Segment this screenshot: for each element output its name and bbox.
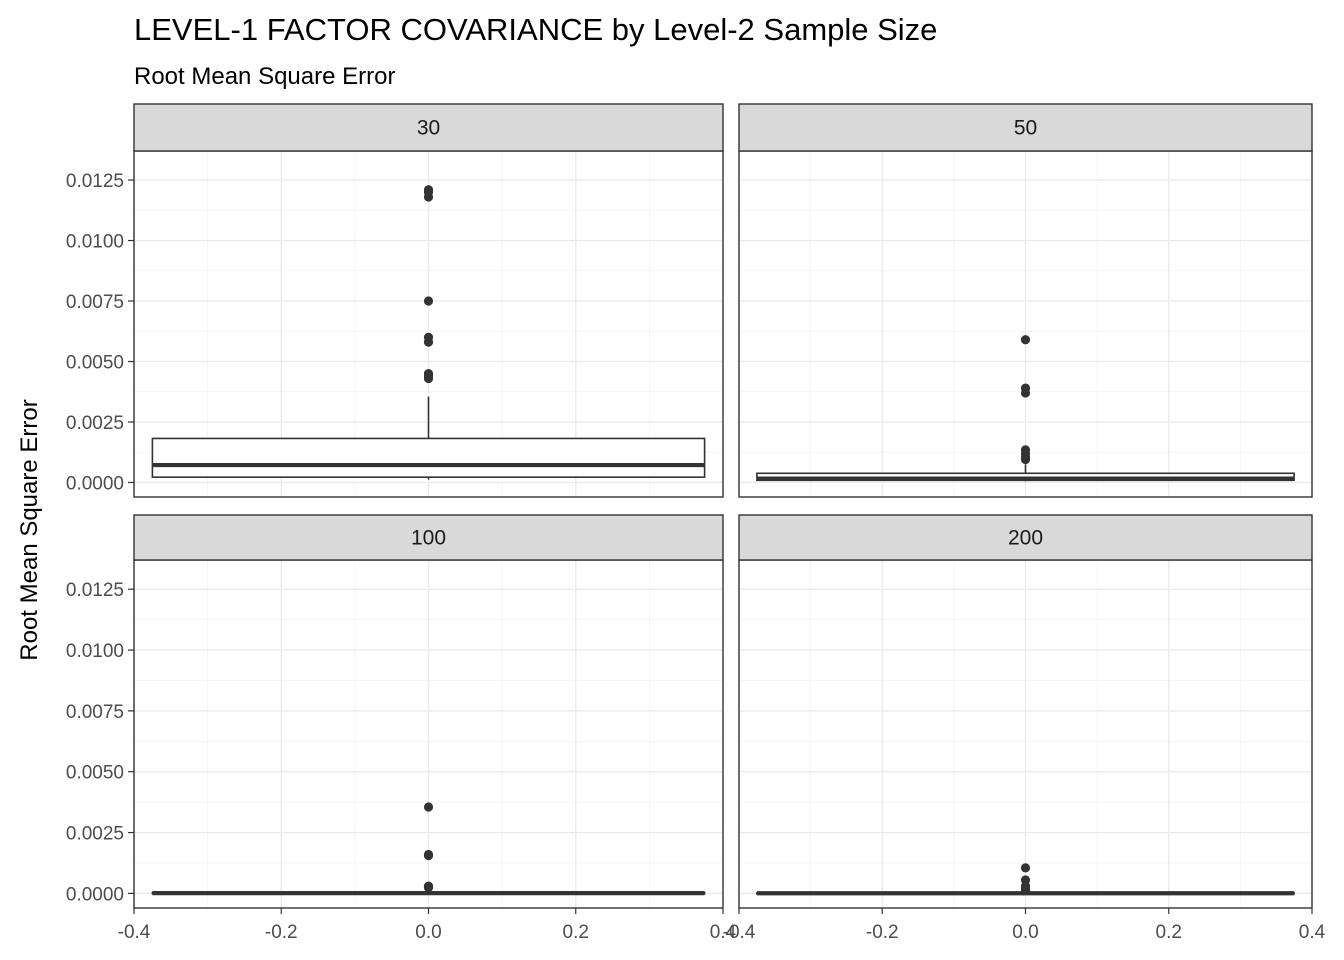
panel-50: 50 <box>739 104 1312 497</box>
x-tick-label: 0.2 <box>563 922 589 943</box>
chart-subtitle: Root Mean Square Error <box>134 63 395 90</box>
box-iqr <box>152 438 704 477</box>
y-tick-label: 0.0000 <box>66 884 124 905</box>
outlier-point <box>424 802 433 811</box>
y-tick-label: 0.0075 <box>66 292 124 313</box>
x-tick-label: 0.4 <box>1299 922 1326 943</box>
facet-strip-label: 100 <box>411 527 446 550</box>
panel-100: 100 0.0000 0.0025 0.0050 0.0075 0.0100 0.0125 -… <box>66 515 737 943</box>
y-tick-label: 0.0100 <box>66 641 124 662</box>
y-axis-label: Root Mean Square Error <box>16 399 43 660</box>
y-tick-label: 0.0125 <box>66 171 124 192</box>
outlier-point <box>424 192 433 201</box>
outlier-point <box>1021 863 1030 872</box>
y-tick-label: 0.0075 <box>66 702 124 723</box>
x-tick-label: -0.2 <box>265 922 298 943</box>
x-tick-label: -0.4 <box>723 922 756 943</box>
x-tick-label: 0.2 <box>1156 922 1182 943</box>
outlier-point <box>424 883 433 892</box>
outlier-point <box>424 374 433 383</box>
x-tick-label: -0.4 <box>118 922 151 943</box>
y-tick-label: 0.0125 <box>66 580 124 601</box>
x-tick-label: 0.0 <box>1012 922 1038 943</box>
y-tick-label: 0.0025 <box>66 413 124 434</box>
outlier-point <box>1021 455 1030 464</box>
y-tick-label: 0.0025 <box>66 824 124 845</box>
facet-strip-label: 30 <box>417 117 440 140</box>
panel-30: 30 0.0000 0.0025 0.0050 0.0075 0.0100 0.0125 <box>66 104 723 497</box>
outlier-point <box>1021 886 1030 895</box>
y-tick-label: 0.0100 <box>66 232 124 253</box>
y-tick-label: 0.0000 <box>66 473 124 494</box>
y-tick-label: 0.0050 <box>66 763 124 784</box>
x-tick-label: -0.2 <box>866 922 899 943</box>
facet-strip-label: 200 <box>1008 527 1043 550</box>
outlier-point <box>424 851 433 860</box>
y-tick-label: 0.0050 <box>66 353 124 374</box>
chart-title: LEVEL-1 FACTOR COVARIANCE by Level-2 Sam… <box>134 12 937 47</box>
outlier-point <box>1021 388 1030 397</box>
outlier-point <box>424 338 433 347</box>
x-tick-label: 0.0 <box>415 922 441 943</box>
facet-panels: 300.00000.00250.00500.00750.01000.012550… <box>66 104 1326 943</box>
facet-strip-label: 50 <box>1014 117 1037 140</box>
outlier-point <box>424 296 433 305</box>
panel-200: 200 -0.4 -0.2 0.0 0.2 0.4 <box>723 515 1326 943</box>
outlier-point <box>1021 335 1030 344</box>
